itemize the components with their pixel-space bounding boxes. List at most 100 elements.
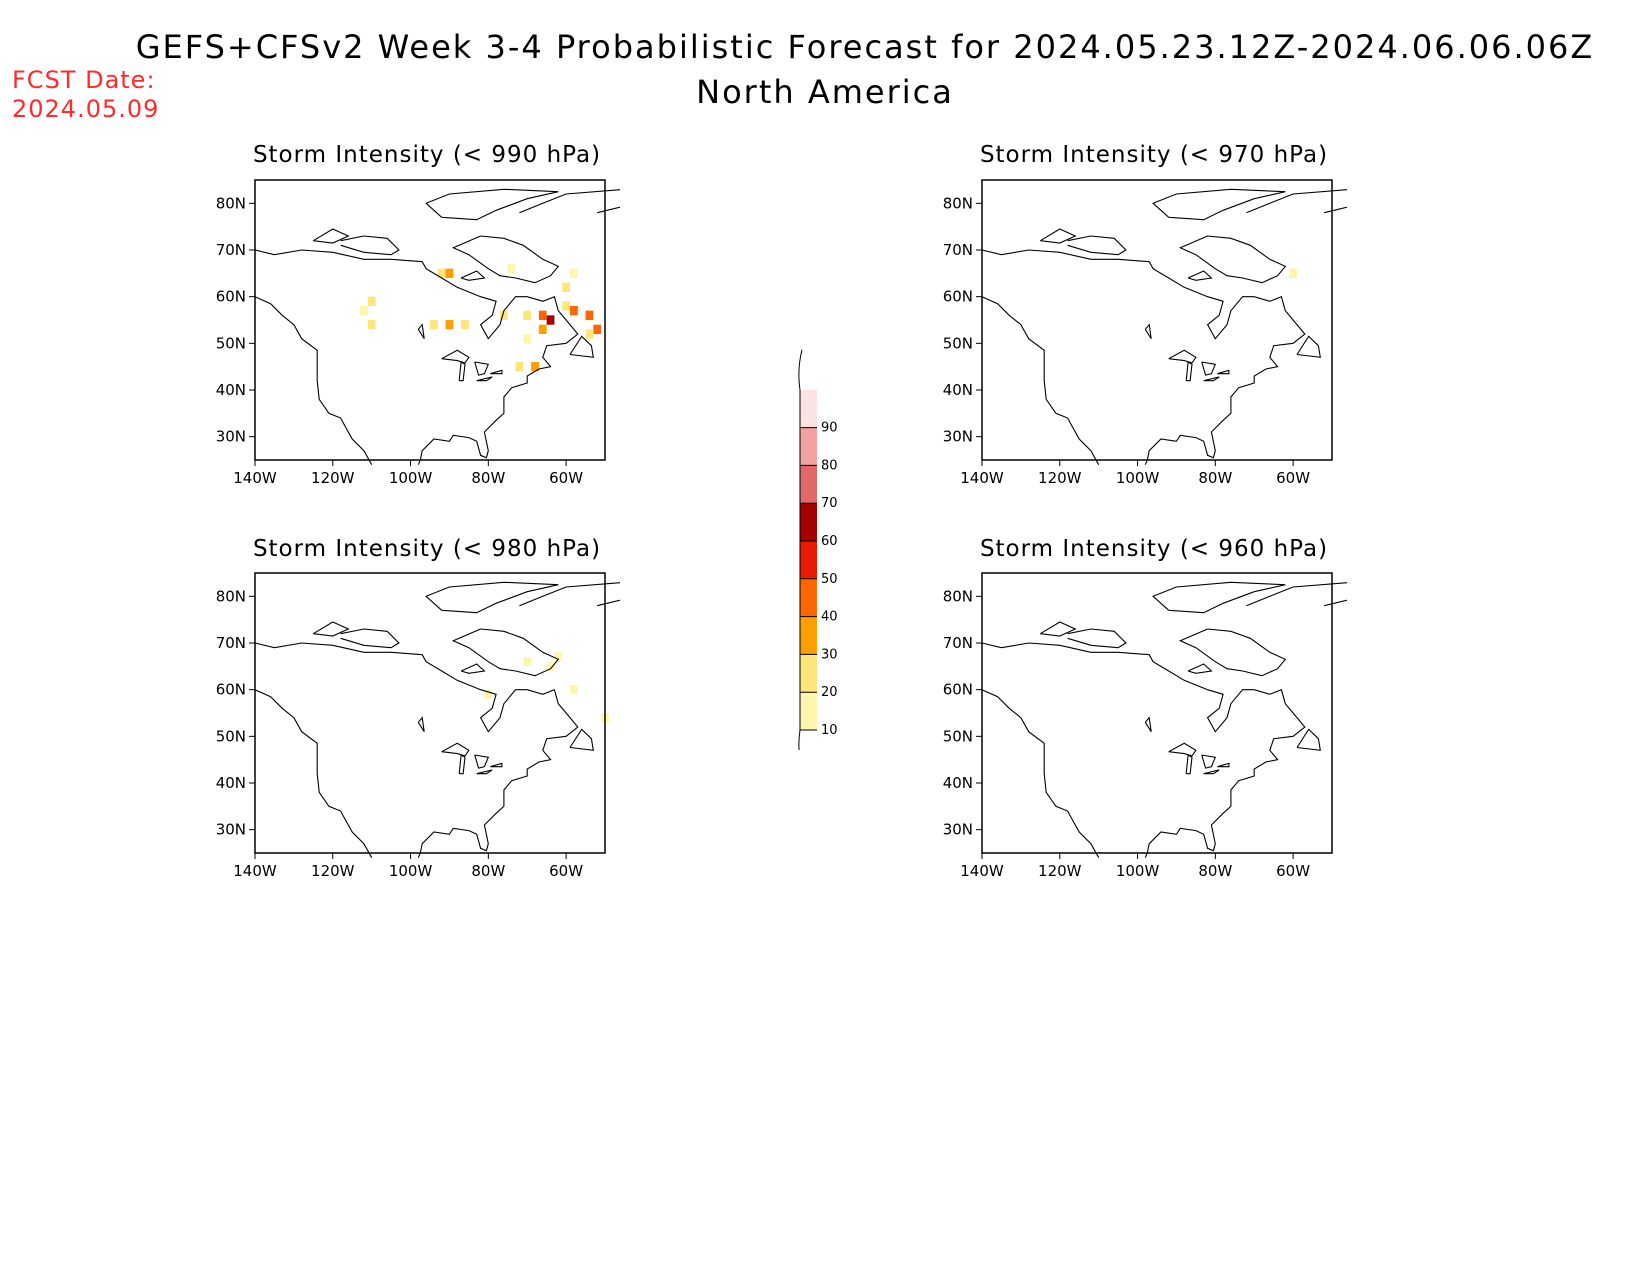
coastline [1168, 349, 1197, 364]
lat-tick-label: 50N [943, 727, 973, 745]
lon-tick-label: 120W [1038, 469, 1082, 487]
coastline [1187, 270, 1213, 281]
map-frame [981, 179, 1333, 461]
page-subtitle: North America [696, 73, 954, 111]
lat-tick-label: 30N [943, 428, 973, 446]
lat-tick-label: 70N [943, 241, 973, 259]
colorbar-label: 20 [821, 685, 838, 700]
forecast-date-label: FCST Date: [12, 66, 156, 94]
probability-cell [593, 324, 602, 334]
probability-cell [523, 657, 532, 667]
lat-tick-label: 70N [216, 241, 246, 259]
lat-tick-label: 60N [943, 288, 973, 306]
colorbar-swatch [800, 692, 817, 730]
map-panel-970: 80N 70N 60N 50N 40N 30N 140W 120W 100W 80W 60W [943, 179, 1347, 487]
coastline [1144, 323, 1152, 339]
lat-tick-label: 50N [943, 334, 973, 352]
probability-cell [570, 306, 578, 316]
probability-cell [515, 362, 524, 372]
lat-tick-label: 40N [216, 381, 246, 399]
probability-cell [538, 324, 547, 334]
map-panel-960: 80N 70N 60N 50N 40N 30N 140W 120W 100W 80W 60W [943, 572, 1347, 880]
lat-tick-label: 80N [943, 194, 973, 212]
map-frame [981, 572, 1333, 854]
coastline [254, 296, 373, 465]
coastline [441, 349, 470, 364]
lon-tick-label: 140W [233, 862, 277, 880]
probability-cell [1289, 268, 1297, 278]
lon-tick-label: 60W [1276, 469, 1310, 487]
probability-cell [367, 296, 376, 306]
lon-tick-label: 80W [471, 862, 505, 880]
lon-tick-label: 80W [1198, 469, 1232, 487]
coastline [1217, 762, 1230, 768]
panel-title-990: Storm Intensity (< 990 hPa) [252, 142, 602, 168]
colorbar-label: 90 [821, 421, 838, 436]
probability-cell [445, 320, 454, 330]
lon-tick-label: 60W [549, 469, 583, 487]
coastline [458, 361, 466, 382]
coastline [417, 716, 425, 732]
lat-tick-label: 50N [216, 334, 246, 352]
colorbar-swatch [800, 578, 817, 617]
coastline [458, 754, 466, 775]
probability-cell [367, 320, 376, 330]
coastline [490, 762, 503, 768]
probability-cell [538, 310, 547, 320]
coastline [476, 769, 493, 775]
coastline [1168, 742, 1197, 757]
probability-cell [523, 310, 532, 320]
lon-tick-label: 100W [1116, 469, 1160, 487]
lat-tick-label: 30N [943, 821, 973, 839]
coastline [1144, 716, 1152, 732]
lon-tick-label: 60W [1276, 862, 1310, 880]
coastline [1246, 189, 1347, 214]
panel-title-980: Storm Intensity (< 980 hPa) [252, 536, 602, 562]
colorbar-label: 60 [821, 534, 838, 549]
coastline [313, 621, 350, 637]
coastline [451, 235, 560, 284]
coastline [1040, 228, 1077, 244]
lon-tick-label: 60W [549, 862, 583, 880]
colorbar-bottom-cap [798, 729, 801, 750]
probability-cell [546, 661, 555, 671]
coastline [1040, 621, 1077, 637]
colorbar-label: 50 [821, 572, 838, 587]
lat-tick-label: 30N [216, 821, 246, 839]
coastline [340, 235, 400, 256]
coastline [519, 189, 620, 214]
probability-cell [562, 301, 570, 311]
forecast-date-value: 2024.05.09 [12, 95, 160, 123]
probability-cell [360, 306, 368, 316]
coastline [1178, 628, 1287, 677]
probability-cell [461, 320, 469, 330]
page-title: GEFS+CFSv2 Week 3-4 Probabilistic Foreca… [135, 28, 1595, 66]
lon-tick-label: 120W [311, 862, 355, 880]
lat-tick-label: 50N [216, 727, 246, 745]
coastline [1178, 235, 1287, 284]
coastline [460, 663, 486, 674]
coastline [1246, 582, 1347, 607]
coastline [313, 228, 350, 244]
lon-tick-label: 100W [389, 862, 433, 880]
probability-cell [430, 320, 438, 330]
coastline [474, 754, 490, 769]
map-frame [254, 572, 606, 854]
panel-title-970: Storm Intensity (< 970 hPa) [979, 142, 1329, 168]
coastline [1296, 728, 1321, 751]
coastline [1296, 335, 1321, 358]
coastline [1217, 369, 1230, 375]
colorbar-swatch [800, 503, 817, 541]
coastline [1185, 754, 1193, 775]
lon-tick-label: 120W [311, 469, 355, 487]
coastline [1201, 361, 1217, 376]
lat-tick-label: 80N [216, 194, 246, 212]
lon-tick-label: 120W [1038, 862, 1082, 880]
lat-tick-label: 60N [943, 681, 973, 699]
colorbar-label: 30 [821, 647, 838, 662]
coastline [474, 361, 490, 376]
lat-tick-label: 80N [943, 587, 973, 605]
lon-tick-label: 100W [389, 469, 433, 487]
panel-title-960: Storm Intensity (< 960 hPa) [979, 536, 1329, 562]
coastline [1187, 663, 1213, 674]
